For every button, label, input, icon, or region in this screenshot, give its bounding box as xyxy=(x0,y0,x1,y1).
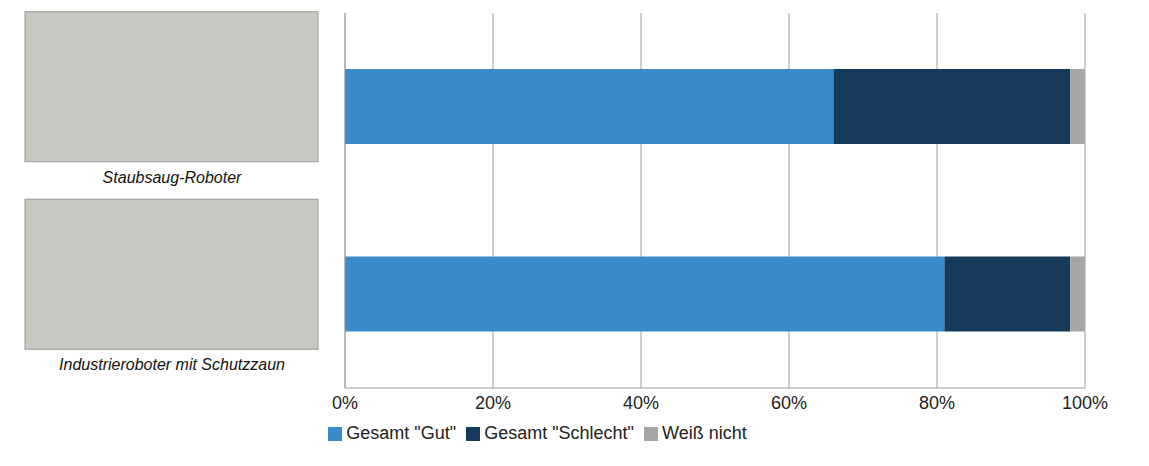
html-text:Gesamt "Gut": Gesamt "Gut" xyxy=(346,423,457,443)
svg-text:Industrieroboter mit Schutzzau: Industrieroboter mit Schutzzaun xyxy=(59,356,285,373)
svg-text:60%: 60% xyxy=(771,393,807,413)
svg-text:0%: 0% xyxy=(332,393,358,413)
svg-text:40%: 40% xyxy=(623,393,659,413)
html-text:Gesamt "Schlecht": Gesamt "Schlecht" xyxy=(484,423,634,443)
html-text:Weiß nicht: Weiß nicht xyxy=(662,423,747,443)
svg-text:100%: 100% xyxy=(1062,393,1108,413)
svg-text:80%: 80% xyxy=(919,393,955,413)
svg-text:20%: 20% xyxy=(475,393,511,413)
svg-text:Staubsaug-Roboter: Staubsaug-Roboter xyxy=(103,169,242,186)
